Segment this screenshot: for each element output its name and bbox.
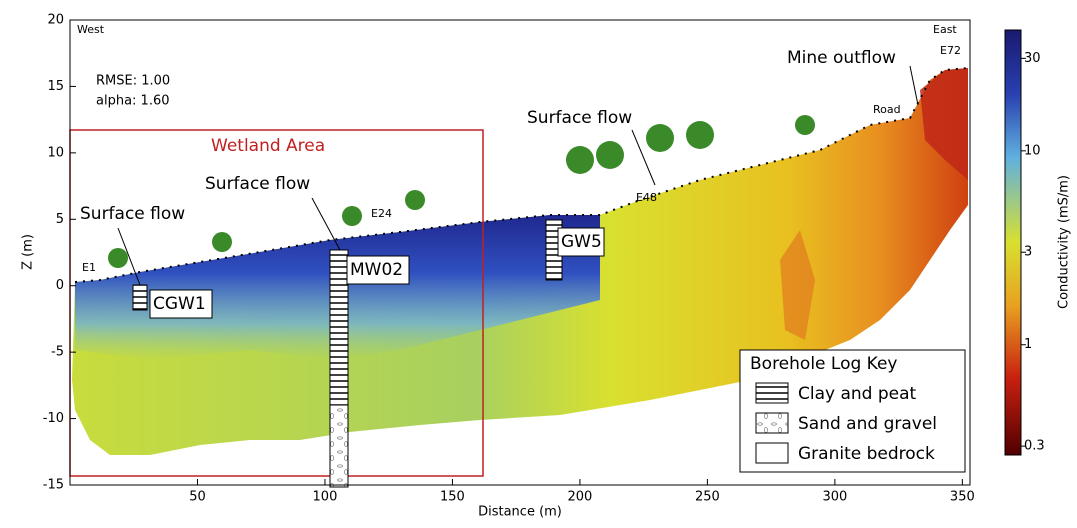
- y-tick-label: -15: [43, 478, 64, 493]
- y-tick-label: -10: [43, 411, 64, 426]
- legend-item: Granite bedrock: [798, 444, 935, 464]
- y-tick-label: 10: [47, 145, 64, 160]
- colorbar-tick-label: 1: [1024, 337, 1032, 352]
- label-electrode: E1: [82, 261, 96, 274]
- x-axis-label: Distance (m): [478, 505, 562, 520]
- legend-item: Sand and gravel: [798, 414, 937, 434]
- label-road: Road: [873, 103, 901, 116]
- axes-frame: [69, 19, 971, 486]
- y-tick-label: 5: [56, 212, 64, 227]
- colorbar-tick-label: 10: [1024, 143, 1041, 158]
- x-tick-label: 300: [822, 490, 847, 505]
- label-wetland: Wetland Area: [211, 136, 325, 156]
- label-borehole: MW02: [350, 260, 403, 280]
- label-borehole: GW5: [561, 232, 602, 252]
- label-rmse: RMSE: 1.00: [96, 74, 170, 89]
- colorbar-tick-label: 3: [1024, 245, 1032, 260]
- colorbar: [1004, 29, 1022, 456]
- legend: Borehole Log Key Clay and peat Sand and …: [739, 349, 966, 473]
- x-tick-label: 350: [950, 490, 975, 505]
- label-flow: Surface flow: [205, 174, 310, 194]
- colorbar-label: Conductivity (mS/m): [1057, 175, 1072, 309]
- x-tick-label: 250: [695, 490, 720, 505]
- y-tick-label: -5: [51, 345, 64, 360]
- x-tick-label: 150: [440, 490, 465, 505]
- x-tick-label: 200: [568, 490, 593, 505]
- label-west: West: [77, 23, 105, 36]
- label-electrode: E24: [371, 207, 392, 220]
- label-electrode: E48: [636, 191, 657, 204]
- y-tick-label: 20: [47, 13, 64, 28]
- y-tick-label: 15: [47, 79, 64, 94]
- label-east: East: [933, 23, 957, 36]
- colorbar-tick-label: 30: [1024, 51, 1041, 66]
- colorbar-tick-label: 0.3: [1024, 439, 1045, 454]
- label-mine: Mine outflow: [787, 48, 896, 68]
- y-axis-label: Z (m): [21, 234, 36, 270]
- label-electrode: E72: [940, 44, 961, 57]
- legend-title: Borehole Log Key: [750, 354, 898, 374]
- label-borehole: CGW1: [153, 294, 206, 314]
- legend-item: Clay and peat: [798, 384, 917, 404]
- label-flow: Surface flow: [527, 108, 632, 128]
- label-alpha: alpha: 1.60: [96, 94, 170, 109]
- label-flow: Surface flow: [80, 204, 185, 224]
- x-tick-label: 100: [313, 490, 338, 505]
- boreholes: [117, 65, 919, 488]
- x-tick-label: 50: [189, 490, 206, 505]
- y-tick-label: 0: [56, 278, 64, 293]
